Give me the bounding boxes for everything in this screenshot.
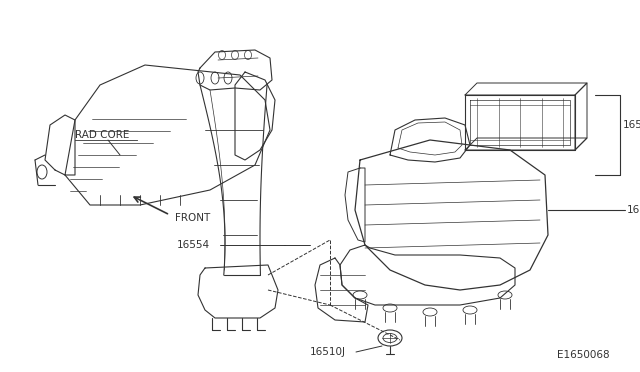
- Text: 16546: 16546: [623, 120, 640, 130]
- Text: E1650068: E1650068: [557, 350, 610, 360]
- Text: 16500: 16500: [627, 205, 640, 215]
- Text: RAD CORE: RAD CORE: [75, 130, 129, 140]
- Text: 16510J: 16510J: [310, 347, 346, 357]
- Text: 16554: 16554: [177, 240, 210, 250]
- Text: FRONT: FRONT: [175, 213, 211, 223]
